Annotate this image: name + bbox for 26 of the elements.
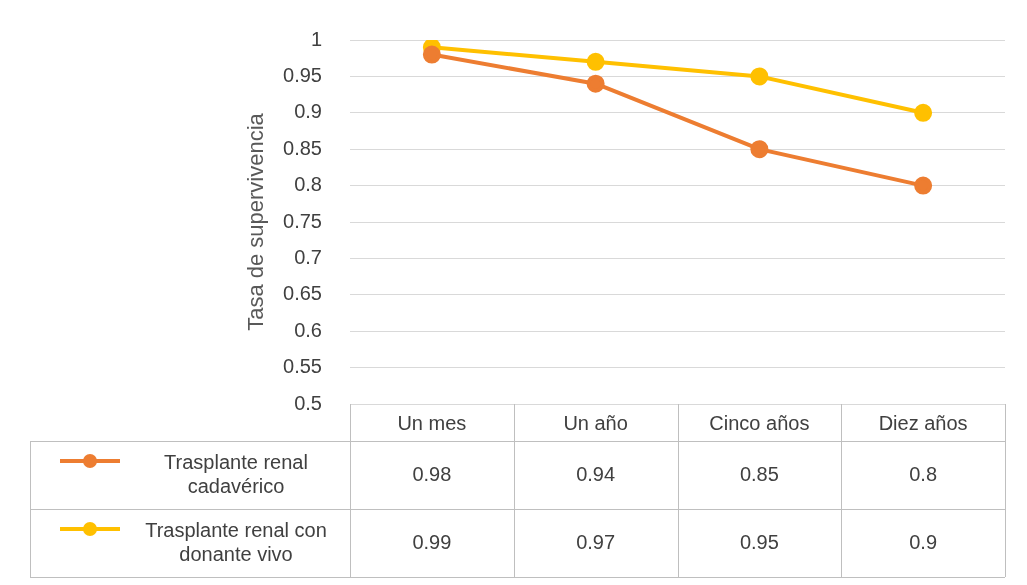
x-tick-label: Un mes	[397, 411, 467, 434]
data-label: 0.9	[909, 530, 938, 553]
data-label: 0.98	[412, 462, 452, 485]
y-tick-label: 0.85	[283, 136, 322, 159]
y-tick-label: 0.65	[283, 282, 322, 305]
y-tick-label: 0.7	[294, 245, 322, 268]
y-tick-label: 0.55	[283, 355, 322, 378]
legend-label: Trasplante renal con donante vivo	[145, 518, 327, 565]
y-tick-label: 0.6	[294, 318, 322, 341]
y-tick-label: 0.5	[294, 391, 322, 414]
data-label: 0.99	[412, 530, 452, 553]
data-label: 0.8	[909, 462, 938, 485]
x-tick-label: Un año	[563, 411, 628, 434]
y-axis-title: Tasa de supervivencia	[243, 112, 269, 331]
y-tick-label: 0.95	[283, 63, 322, 86]
data-label: 0.94	[576, 462, 616, 485]
y-tick-label: 0.9	[294, 100, 322, 123]
legend-label: Trasplante renal cadavérico	[164, 450, 308, 497]
y-tick-label: 1	[310, 27, 322, 50]
x-tick-label: Cinco años	[709, 411, 810, 434]
y-tick-label: 0.8	[294, 173, 322, 196]
data-label: 0.85	[739, 462, 779, 485]
data-label: 0.95	[739, 530, 779, 553]
data-label: 0.97	[576, 530, 616, 553]
y-tick-label: 0.75	[283, 209, 322, 232]
x-tick-label: Diez años	[878, 411, 968, 434]
